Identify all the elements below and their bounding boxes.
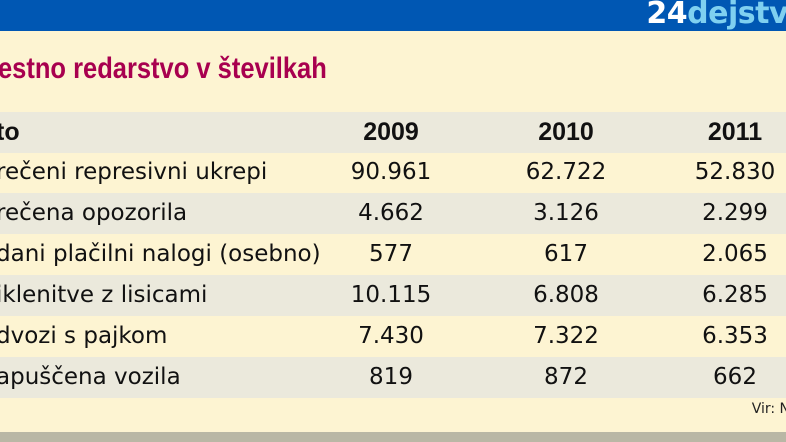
row-value: 2.299 <box>702 200 768 226</box>
row-value: 617 <box>544 241 588 267</box>
table-row: rečeni represivni ukrepi 90.961 62.722 52.8… <box>0 152 786 193</box>
row-value: 7.322 <box>533 323 599 349</box>
logo: 24dejstv <box>646 0 786 31</box>
row-label: rečena opozorila <box>0 200 188 226</box>
row-value: 2.065 <box>702 241 768 267</box>
row-value: 872 <box>544 364 588 390</box>
row-value: 6.285 <box>702 282 768 308</box>
table-row: dvozi s pajkom 7.430 7.322 6.353 <box>0 316 786 357</box>
row-label: dvozi s pajkom <box>0 323 168 349</box>
logo-word: dejstv <box>687 0 786 31</box>
bottom-bar <box>0 432 786 442</box>
row-label: rečeni represivni ukrepi <box>0 159 268 185</box>
row-value: 819 <box>369 364 413 390</box>
row-value: 6.353 <box>702 323 768 349</box>
table-row: apuščena vozila 819 872 662 <box>0 357 786 398</box>
row-label: iklenitve z lisicami <box>0 282 208 308</box>
row-value: 52.830 <box>694 159 776 185</box>
source-note: Vir: N <box>751 401 786 417</box>
header-2011: 2011 <box>707 118 763 146</box>
header-2009: 2009 <box>363 118 419 146</box>
row-value: 7.430 <box>358 323 424 349</box>
header-2010: 2010 <box>538 118 594 146</box>
logo-number: 24 <box>646 0 688 31</box>
row-label: dani plačilni nalogi (osebno) <box>0 241 321 267</box>
row-label: apuščena vozila <box>0 364 181 390</box>
table-header: to 2009 2010 2011 <box>0 112 786 153</box>
row-value: 3.126 <box>533 200 599 226</box>
row-value: 10.115 <box>350 282 432 308</box>
row-value: 90.961 <box>350 159 432 185</box>
row-value: 4.662 <box>358 200 424 226</box>
top-bar: 24dejstv <box>0 0 786 31</box>
table-title: estno redarstvo v številkah <box>0 52 327 85</box>
table-row: rečena opozorila 4.662 3.126 2.299 <box>0 193 786 234</box>
row-value: 6.808 <box>533 282 599 308</box>
row-value: 62.722 <box>525 159 607 185</box>
header-label: to <box>0 118 20 146</box>
table-row: dani plačilni nalogi (osebno) 577 617 2.065 <box>0 234 786 275</box>
table-row: iklenitve z lisicami 10.115 6.808 6.285 <box>0 275 786 316</box>
row-value: 662 <box>713 364 757 390</box>
row-value: 577 <box>369 241 413 267</box>
